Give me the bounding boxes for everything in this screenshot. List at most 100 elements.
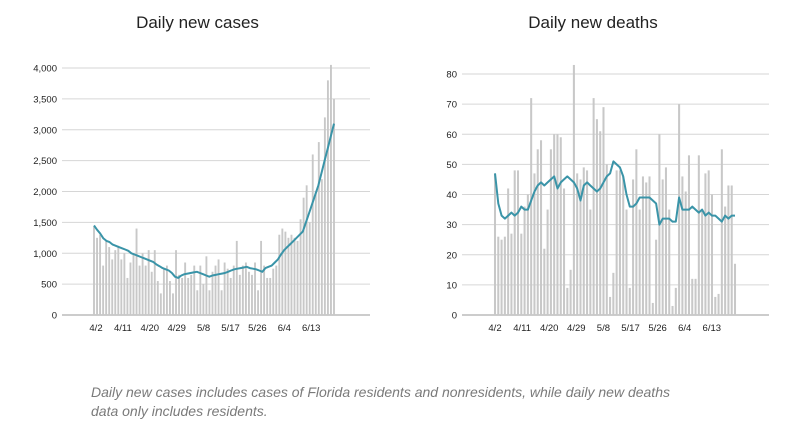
cases-average-line: [93, 123, 335, 279]
deaths-bar: [602, 107, 605, 315]
cases-bar: [111, 259, 114, 315]
deaths-bar: [661, 179, 664, 315]
deaths-y-tick-label: 50: [446, 160, 457, 171]
deaths-bar: [592, 98, 595, 315]
deaths-x-tick-label: 6/4: [678, 323, 691, 334]
deaths-bar: [632, 179, 635, 315]
deaths-y-tick-label: 20: [446, 250, 457, 261]
cases-bar: [108, 247, 111, 315]
cases-bar: [311, 154, 314, 315]
cases-bar: [196, 290, 199, 315]
deaths-bar: [687, 155, 690, 315]
cases-y-tick-label: 0: [52, 311, 57, 322]
cases-bar: [241, 265, 244, 315]
deaths-bar: [520, 233, 523, 315]
cases-bar: [296, 240, 299, 315]
cases-bar: [169, 281, 171, 315]
cases-bar: [257, 290, 259, 315]
cases-bar: [244, 262, 247, 315]
deaths-y-tick-label: 10: [446, 280, 457, 291]
deaths-bar: [694, 278, 697, 315]
cases-bar: [153, 250, 156, 315]
cases-bar: [132, 253, 135, 315]
cases-bar: [232, 265, 235, 315]
deaths-bar: [707, 170, 710, 315]
cases-bar: [93, 226, 95, 315]
deaths-bar: [724, 206, 727, 315]
deaths-bar: [543, 248, 546, 315]
cases-bar: [293, 237, 296, 315]
deaths-bar: [678, 104, 681, 315]
chart-caption: Daily new cases includes cases of Florid…: [91, 384, 670, 419]
cases-x-tick-label: 4/29: [167, 323, 186, 334]
cases-bar: [165, 265, 168, 315]
cases-x-tick-label: 5/17: [221, 323, 240, 334]
deaths-bar: [697, 155, 700, 315]
deaths-x-tick-label: 4/20: [540, 323, 559, 334]
deaths-x-tick-label: 5/17: [621, 323, 640, 334]
deaths-bar: [628, 287, 631, 315]
deaths-bar: [586, 170, 589, 315]
deaths-bar: [507, 188, 510, 315]
deaths-bar: [733, 263, 737, 315]
deaths-y-tick-label: 30: [446, 220, 457, 231]
deaths-x-tick-label: 6/13: [703, 323, 722, 334]
deaths-bar: [572, 64, 575, 316]
cases-x-tick-label: 4/11: [114, 323, 132, 334]
cases-bar: [96, 237, 98, 315]
cases-bar: [141, 253, 144, 315]
cases-bar: [284, 231, 287, 315]
deaths-bar: [651, 302, 654, 315]
cases-x-tick-label: 6/4: [278, 323, 291, 334]
deaths-bar: [546, 209, 549, 315]
deaths-bar: [526, 194, 529, 315]
cases-bar: [275, 265, 278, 315]
cases-bar: [238, 274, 241, 315]
cases-y-tick-label: 2,000: [33, 187, 57, 198]
cases-y-tick-label: 2,500: [33, 156, 57, 167]
cases-bar: [129, 262, 132, 315]
deaths-bar: [618, 170, 621, 315]
deaths-y-tick-label: 60: [446, 130, 457, 141]
deaths-bar: [727, 185, 730, 315]
cases-bar: [117, 245, 120, 315]
cases-bar: [175, 250, 177, 315]
cases-x-tick-label: 6/13: [302, 323, 321, 334]
deaths-bar: [513, 170, 516, 315]
cases-bar: [235, 240, 238, 315]
deaths-bar: [701, 209, 704, 315]
cases-bar: [202, 284, 205, 315]
cases-y-tick-label: 500: [41, 280, 57, 291]
cases-bar: [138, 265, 141, 315]
deaths-bar: [559, 137, 562, 315]
deaths-bar: [497, 236, 500, 315]
cases-y-tick-label: 1,500: [33, 218, 57, 229]
deaths-x-tick-label: 4/29: [567, 323, 586, 334]
deaths-y-tick-label: 40: [446, 190, 457, 201]
deaths-bar: [605, 164, 608, 315]
deaths-bar: [566, 287, 569, 315]
cases-x-tick-label: 5/8: [197, 323, 210, 334]
deaths-chart-plot: 0 10 20 30 40 50 60 70 80 4/2 4/11 4/20 4/29 5/8 5/17 5…: [446, 64, 769, 334]
deaths-bar: [510, 233, 513, 315]
cases-bar: [260, 240, 263, 315]
cases-bar: [308, 222, 311, 315]
cases-bar: [199, 265, 202, 315]
cases-bar: [326, 80, 329, 315]
cases-bar: [147, 250, 150, 315]
deaths-chart: Daily new deaths 0 10 20 30 40 50 60 70 80 4/2 4/1…: [395, 0, 791, 340]
cases-bar: [126, 277, 129, 315]
deaths-bar: [674, 287, 677, 315]
deaths-bar: [691, 278, 694, 315]
cases-bar: [214, 265, 217, 315]
deaths-bar: [635, 149, 638, 315]
deaths-bar: [595, 119, 598, 315]
deaths-bar: [612, 272, 615, 315]
cases-bar: [190, 274, 193, 315]
cases-chart: Daily new cases 0 500 1,000 1,500 2,000 2,500…: [0, 0, 395, 340]
deaths-average-line: [494, 160, 735, 226]
deaths-bar: [615, 170, 618, 315]
deaths-bar: [710, 194, 714, 315]
cases-bar: [299, 219, 302, 315]
deaths-x-tick-label: 4/11: [513, 323, 531, 334]
